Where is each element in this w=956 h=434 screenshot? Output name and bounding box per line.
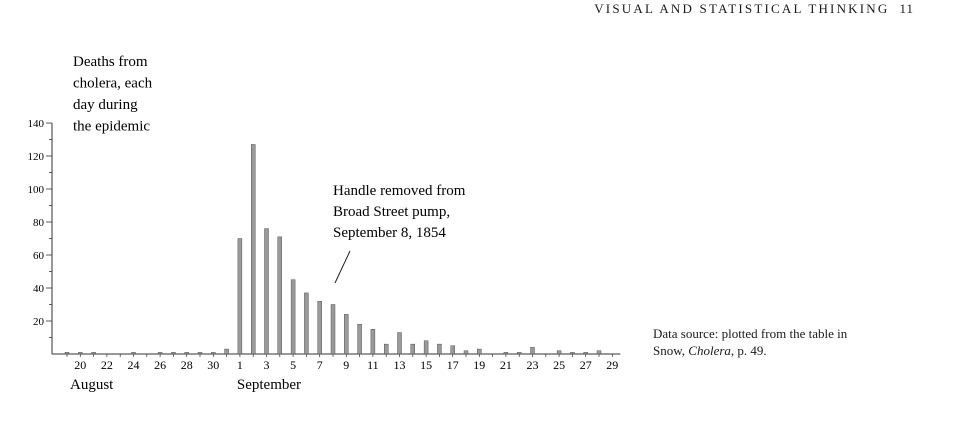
y-tick-label: 60 — [33, 250, 45, 262]
chart-title-line: day during — [73, 97, 138, 113]
x-tick-label: 5 — [290, 358, 296, 372]
x-tick-label: 19 — [473, 358, 485, 372]
bar-day-21 — [91, 352, 96, 355]
x-tick-label: 20 — [74, 358, 86, 372]
bar-day-29 — [197, 352, 203, 355]
x-tick-label: 3 — [264, 358, 270, 372]
bar-day-19 — [477, 348, 482, 355]
annotation-line: Handle removed from — [333, 183, 466, 199]
bar-day-9 — [344, 314, 349, 355]
x-tick-label: 29 — [606, 358, 618, 372]
x-tick-label: 22 — [101, 358, 113, 372]
bar-day-15 — [423, 340, 429, 355]
bar-day-3 — [264, 228, 269, 355]
x-tick-label: 26 — [154, 358, 166, 372]
x-tick-label: 11 — [367, 358, 379, 372]
x-tick-label: 23 — [527, 358, 539, 372]
x-tick-label: 28 — [181, 358, 193, 372]
bar-day-17 — [450, 345, 455, 355]
x-tick-label: 30 — [207, 358, 219, 372]
x-tick-label: 27 — [580, 358, 592, 372]
bar-day-24 — [131, 352, 136, 355]
x-tick-label: 15 — [420, 358, 432, 372]
bar-day-10 — [357, 324, 362, 355]
month-label-august: August — [70, 377, 114, 393]
source-author: Snow, — [653, 343, 689, 358]
bar-day-8 — [330, 304, 336, 355]
y-tick-label: 100 — [28, 184, 45, 196]
chart-title-line: Deaths from — [73, 54, 148, 70]
x-tick-label: 13 — [394, 358, 406, 372]
bar-day-7 — [317, 301, 322, 355]
bar-day-30 — [211, 352, 216, 355]
running-head: VISUAL AND STATISTICAL THINKING 11 — [594, 1, 914, 17]
x-tick-label: 25 — [553, 358, 565, 372]
bar-day-21 — [503, 352, 509, 355]
bar-day-19 — [64, 352, 70, 355]
y-tick-label: 120 — [28, 151, 45, 163]
annotation-line: Broad Street pump, — [333, 204, 450, 220]
source-line-2: Snow, Cholera, p. 49. — [653, 342, 933, 359]
y-tick-label: 80 — [33, 217, 45, 229]
bar-day-28 — [184, 352, 189, 355]
bar-day-5 — [290, 279, 296, 355]
chart-title-line: cholera, each — [73, 76, 153, 92]
source-line-1: Data source: plotted from the table in — [653, 326, 848, 341]
bar-day-28 — [596, 350, 602, 355]
month-label-september: September — [237, 377, 301, 393]
bar-day-2 — [250, 144, 256, 355]
bar-day-25 — [556, 350, 562, 355]
page-number: 11 — [899, 1, 914, 16]
bar-day-27 — [583, 352, 588, 355]
x-tick-label: 24 — [128, 358, 140, 372]
bar-day-11 — [370, 329, 376, 355]
source-page: , p. 49. — [730, 343, 767, 358]
data-source-note: Data source: plotted from the table in S… — [653, 325, 933, 359]
x-tick-label: 1 — [237, 358, 243, 372]
chart-title-line: the epidemic — [73, 119, 150, 135]
x-tick-label: 21 — [500, 358, 512, 372]
bar-day-22 — [517, 352, 522, 355]
bar-day-18 — [463, 350, 469, 355]
bar-day-31 — [224, 348, 229, 355]
axes-group — [46, 122, 621, 357]
bar-day-6 — [304, 292, 309, 355]
bar-day-27 — [171, 352, 176, 355]
bar-day-12 — [384, 343, 389, 355]
y-tick-label: 20 — [33, 316, 45, 328]
annotation-line: September 8, 1854 — [333, 225, 446, 241]
x-tick-label: 17 — [447, 358, 459, 372]
bar-day-14 — [410, 343, 415, 355]
bar-day-1 — [237, 238, 243, 355]
annotation-pointer — [334, 250, 351, 284]
source-work-title: Cholera — [688, 343, 731, 358]
bars-group — [64, 144, 602, 355]
bar-day-20 — [78, 352, 83, 355]
x-tick-label: 7 — [317, 358, 323, 372]
bar-day-4 — [277, 236, 282, 355]
bar-day-16 — [437, 343, 442, 355]
bar-day-26 — [570, 352, 575, 355]
x-tick-label: 9 — [343, 358, 349, 372]
bar-day-26 — [157, 352, 163, 355]
bar-day-13 — [397, 332, 402, 355]
bar-day-23 — [530, 347, 535, 355]
y-tick-label: 40 — [33, 283, 45, 295]
running-head-title: VISUAL AND STATISTICAL THINKING — [594, 1, 890, 16]
y-tick-label: 140 — [28, 118, 45, 130]
